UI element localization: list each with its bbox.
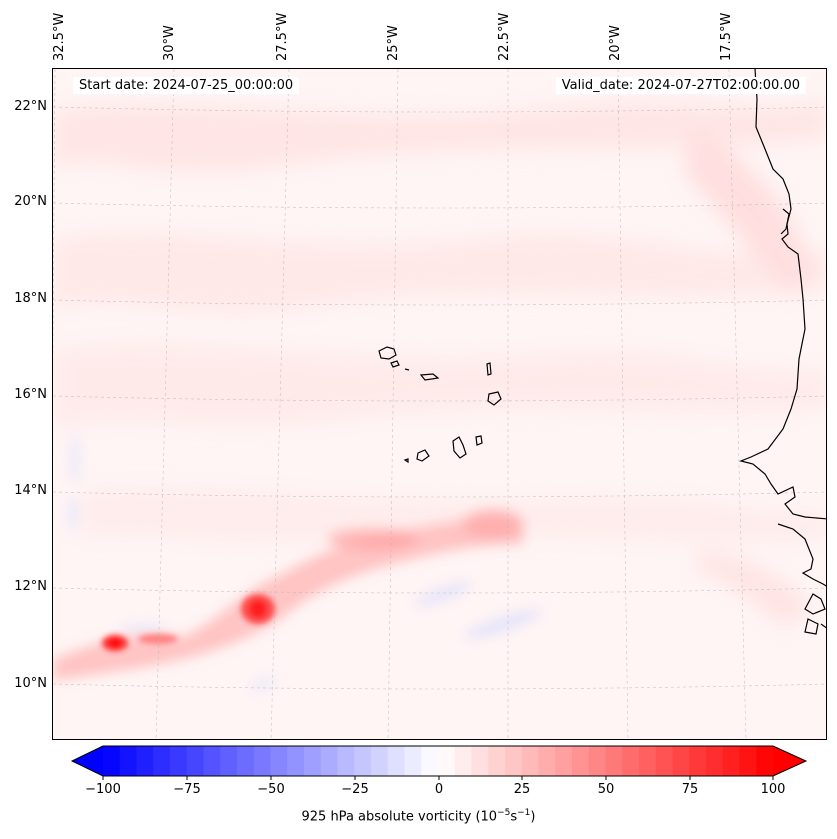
lon-label-30w: 30°W	[162, 25, 177, 61]
island-brava	[403, 458, 409, 464]
african-coastline	[739, 69, 826, 635]
colorbar-tick-75: 75	[681, 782, 699, 797]
valid-date-label: Valid_date: 2024-07-27T02:00:00.00	[555, 77, 806, 94]
colorbar-cell	[354, 746, 372, 776]
colorbar-cell	[337, 746, 355, 776]
colorbar	[70, 745, 808, 780]
colorbar-cell	[237, 746, 255, 776]
colorbar-cell	[421, 746, 439, 776]
colorbar-cell	[689, 746, 707, 776]
island-santiago	[452, 436, 467, 459]
colorbar-cell	[505, 746, 523, 776]
colorbar-cell	[488, 746, 506, 776]
colorbar-cells	[103, 746, 774, 776]
colorbar-cell	[287, 746, 305, 776]
colorbar-tick-minus50: −50	[257, 782, 285, 797]
colorbar-cell	[153, 746, 171, 776]
colorbar-extend-max	[773, 746, 806, 776]
lat-label-20n: 20°N	[14, 194, 47, 209]
coast-bijagos-3	[820, 623, 826, 629]
colorbar-cell	[253, 746, 271, 776]
lat-label-14n: 14°N	[14, 483, 47, 498]
island-boa-vista	[487, 391, 502, 406]
colorbar-cell	[639, 746, 657, 776]
vorticity-bands	[53, 99, 826, 629]
colorbar-cell	[555, 746, 573, 776]
colorbar-cell	[655, 746, 673, 776]
colorbar-cell	[438, 746, 456, 776]
lat-label-22n: 22°N	[14, 99, 47, 114]
colorbar-cell	[203, 746, 221, 776]
lat-label-16n: 16°N	[14, 387, 47, 402]
colorbar-tick-0: 0	[434, 782, 444, 797]
colorbar-cell	[471, 746, 489, 776]
cape-verde-islands	[378, 346, 502, 464]
lon-label-22-5w: 22.5°W	[497, 12, 512, 61]
lat-label-10n: 10°N	[14, 676, 47, 691]
colorbar-cell	[220, 746, 238, 776]
island-sal	[486, 362, 492, 376]
colorbar-cell	[538, 746, 556, 776]
start-date-label: Start date: 2024-07-25_00:00:00	[73, 77, 300, 94]
colorbar-cell	[186, 746, 204, 776]
colorbar-cell	[706, 746, 724, 776]
colorbar-cell	[270, 746, 288, 776]
colorbar-extend-min	[72, 746, 103, 776]
lon-label-27-5w: 27.5°W	[275, 12, 290, 61]
colorbar-cell	[320, 746, 338, 776]
colorbar-cell	[605, 746, 623, 776]
lat-label-18n: 18°N	[14, 291, 47, 306]
colorbar-cell	[572, 746, 590, 776]
colorbar-tick-minus75: −75	[173, 782, 201, 797]
coast-mauritania-senegal	[739, 69, 826, 520]
colorbar-cell	[103, 746, 121, 776]
lon-label-25w: 25°W	[386, 25, 401, 61]
colorbar-cell	[170, 746, 188, 776]
colorbar-cell	[672, 746, 690, 776]
island-sao-nicolau	[419, 373, 440, 381]
lon-label-17-5w: 17.5°W	[719, 12, 734, 61]
lon-label-32-5w: 32.5°W	[52, 12, 67, 61]
vorticity-map	[53, 69, 826, 739]
coast-bijagos-1	[804, 593, 826, 615]
colorbar-tick-minus100: −100	[85, 782, 121, 797]
coast-guinea-bissau	[777, 523, 826, 587]
colorbar-cell	[521, 746, 539, 776]
island-santa-luzia	[404, 368, 410, 371]
coast-dakhla-bay	[780, 208, 790, 235]
negative-vorticity-patches	[68, 434, 542, 691]
colorbar-tick-minus25: −25	[341, 782, 369, 797]
colorbar-tick-50: 50	[597, 782, 615, 797]
lat-label-12n: 12°N	[14, 579, 47, 594]
map-panel[interactable]: Start date: 2024-07-25_00:00:00 Valid_da…	[52, 68, 827, 740]
lon-label-20w: 20°W	[608, 25, 623, 61]
colorbar-cell	[454, 746, 472, 776]
colorbar-cell	[404, 746, 422, 776]
colorbar-tick-100: 100	[760, 782, 786, 797]
island-sao-vicente	[390, 360, 400, 368]
colorbar-cell	[371, 746, 389, 776]
graticule	[53, 69, 826, 739]
island-fogo	[416, 449, 430, 462]
colorbar-cell	[739, 746, 757, 776]
colorbar-label: 925 hPa absolute vorticity (10−5s−1)	[301, 808, 536, 825]
colorbar-cell	[136, 746, 154, 776]
colorbar-cell	[622, 746, 640, 776]
colorbar-cell	[588, 746, 606, 776]
island-santo-antao	[378, 346, 397, 360]
colorbar-cell	[119, 746, 137, 776]
colorbar-cell	[756, 746, 774, 776]
island-maio	[475, 435, 483, 446]
colorbar-ticks	[102, 776, 774, 780]
vorticity-maxima	[102, 594, 275, 651]
colorbar-tick-25: 25	[513, 782, 531, 797]
colorbar-cell	[304, 746, 322, 776]
colorbar-cell	[722, 746, 740, 776]
coast-bijagos-2	[804, 618, 819, 635]
colorbar-cell	[387, 746, 405, 776]
